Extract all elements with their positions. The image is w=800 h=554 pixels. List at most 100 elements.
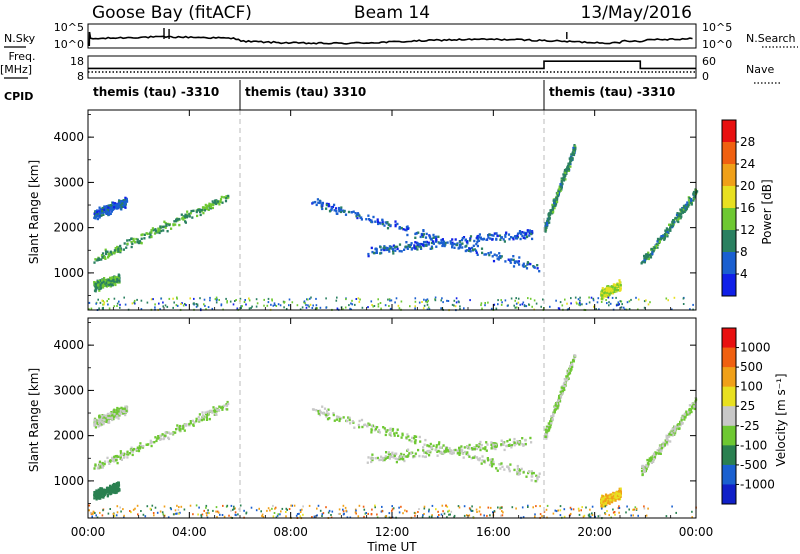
scatter-ground-cell xyxy=(588,513,591,516)
scatter-ground-cell xyxy=(500,303,503,306)
scatter-cell xyxy=(451,241,454,244)
scatter-cell xyxy=(101,252,105,255)
scatter-ground-cell xyxy=(94,512,96,514)
scatter-cell xyxy=(687,203,690,207)
scatter-cell xyxy=(476,458,480,461)
scatter-cell xyxy=(688,411,691,415)
scatter-ground-cell xyxy=(338,508,341,511)
scatter-cell xyxy=(119,249,122,252)
scatter-cell xyxy=(167,437,171,441)
scatter-ground-cell xyxy=(248,307,251,310)
scatter-ground-cell xyxy=(567,308,570,311)
scatter-ground-cell xyxy=(446,505,449,508)
scatter-cell xyxy=(476,244,479,248)
scatter-ground-cell xyxy=(449,513,451,516)
scatter-cell xyxy=(424,455,427,458)
scatter-cell xyxy=(445,448,448,451)
scatter-ground-cell xyxy=(691,510,693,513)
scatter-cell xyxy=(501,465,504,468)
scatter-ground-cell xyxy=(140,299,143,302)
scatter-cell xyxy=(120,458,123,461)
scatter-ground-cell xyxy=(302,513,304,516)
scatter-cell xyxy=(99,280,102,283)
scatter-cell xyxy=(567,162,570,165)
scatter-cell xyxy=(395,431,398,435)
scatter-cell xyxy=(102,211,105,214)
scatter-cell xyxy=(688,404,691,407)
scatter-ground-cell xyxy=(357,515,360,518)
scatter-cell xyxy=(536,267,539,270)
scatter-cell xyxy=(396,428,399,431)
scatter-ground-cell xyxy=(271,298,273,301)
scatter-ground-cell xyxy=(532,506,534,509)
scatter-ground-cell xyxy=(159,308,161,311)
scatter-cell xyxy=(419,235,422,239)
scatter-cell xyxy=(649,459,652,463)
scatter-ground-cell xyxy=(215,296,218,299)
scatter-cell xyxy=(528,234,531,237)
scatter-cell xyxy=(107,281,110,284)
scatter-cell xyxy=(205,416,208,419)
scatter-cell xyxy=(605,289,608,293)
scatter-cell xyxy=(395,452,398,455)
scatter-cell xyxy=(155,439,158,443)
scatter-cell xyxy=(380,248,383,252)
nave-tick-top: 60 xyxy=(702,55,716,68)
scatter-ground-cell xyxy=(222,504,224,507)
scatter-ground-cell xyxy=(588,301,591,304)
scatter-cell xyxy=(119,452,123,455)
scatter-cell xyxy=(663,237,666,240)
scatter-cell xyxy=(366,461,369,464)
scatter-ground-cell xyxy=(173,301,175,304)
scatter-cell xyxy=(553,410,556,413)
scatter-cell xyxy=(101,206,104,210)
scatter-cell xyxy=(422,229,425,233)
scatter-cell xyxy=(422,244,425,247)
scatter-cell xyxy=(659,448,662,451)
scatter-cell xyxy=(385,248,388,252)
scatter-ground-cell xyxy=(285,515,287,518)
scatter-cell xyxy=(521,231,524,234)
scatter-cell xyxy=(150,229,153,232)
scatter-cell xyxy=(211,200,214,203)
scatter-cell xyxy=(388,223,391,226)
scatter-cell xyxy=(526,229,529,232)
scatter-ground-cell xyxy=(535,302,538,305)
scatter-cell xyxy=(422,449,425,452)
scatter-cell xyxy=(150,444,153,448)
scatter-cell xyxy=(528,231,531,235)
scatter-cell xyxy=(158,228,161,231)
scatter-cell xyxy=(458,449,461,452)
scatter-ground-cell xyxy=(272,515,275,518)
scatter-cell xyxy=(438,441,441,444)
scatter-cell xyxy=(184,213,187,216)
scatter-cell xyxy=(376,218,379,221)
scatter-cell xyxy=(490,462,493,465)
scatter-cell xyxy=(554,203,558,206)
scatter-cell xyxy=(681,417,684,420)
scatter-cell xyxy=(186,210,189,213)
scatter-cell xyxy=(429,237,432,241)
scatter-ground-cell xyxy=(632,508,634,511)
scatter-ground-cell xyxy=(628,308,631,310)
scatter-ground-cell xyxy=(92,510,95,513)
scatter-cell xyxy=(507,444,510,447)
scatter-cell xyxy=(572,152,576,155)
scatter-cell xyxy=(446,241,449,244)
scatter-ground-cell xyxy=(248,297,250,300)
scatter-cell xyxy=(471,246,474,250)
scatter-cell xyxy=(382,426,385,429)
scatter-cell xyxy=(462,456,465,459)
scatter-cell xyxy=(516,464,519,468)
scatter-cell xyxy=(671,427,674,431)
scatter-ground-cell xyxy=(189,297,191,300)
scatter-ground-cell xyxy=(606,510,608,513)
scatter-cell xyxy=(481,459,484,462)
scatter-cell xyxy=(665,233,668,236)
scatter-cell xyxy=(451,243,454,247)
scatter-cell xyxy=(566,165,569,168)
scatter-cell xyxy=(652,457,655,461)
scatter-cell xyxy=(428,445,431,448)
scatter-cell xyxy=(469,239,472,242)
scatter-cell xyxy=(650,247,653,251)
